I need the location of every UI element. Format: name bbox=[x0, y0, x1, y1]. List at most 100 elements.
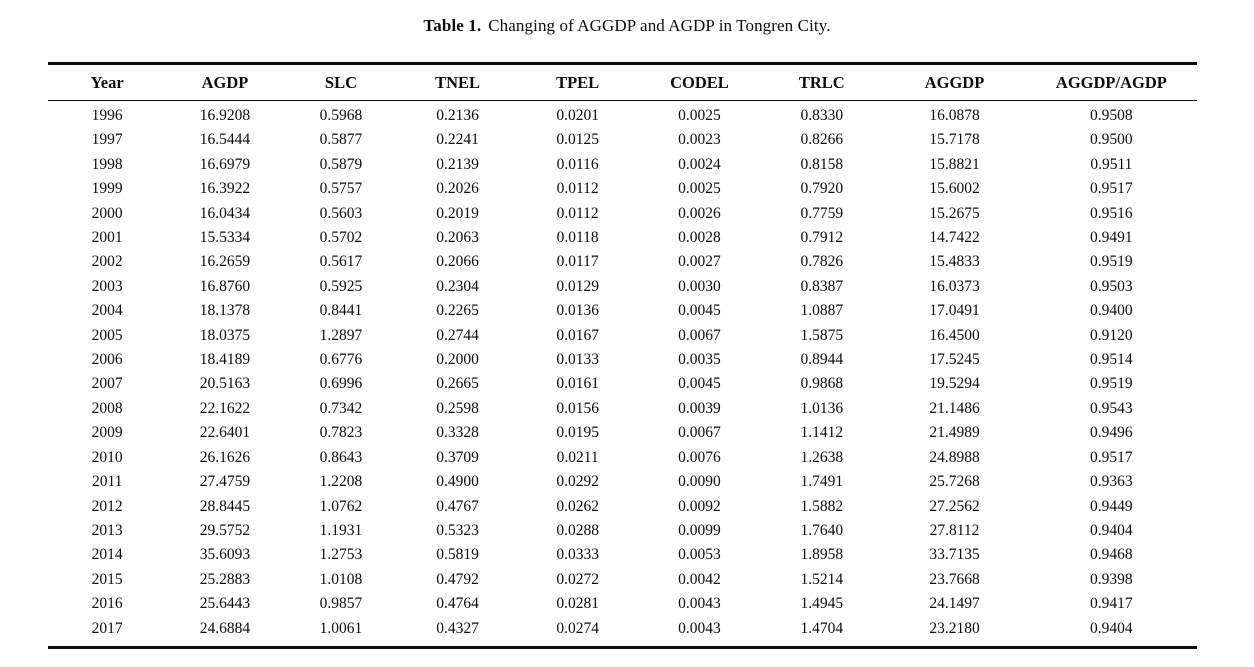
table-cell: 1999 bbox=[91, 180, 123, 198]
table-cell: 25.7268 bbox=[929, 473, 980, 491]
table-cell: 0.0112 bbox=[556, 180, 599, 198]
column-header-aggdp: AGGDP bbox=[883, 63, 1026, 101]
table-cell: 1.2208 bbox=[319, 473, 363, 491]
table-cell: 1.4945 bbox=[800, 595, 844, 613]
table-cell: 0.2665 bbox=[436, 375, 479, 393]
table-cell: 0.0024 bbox=[678, 155, 721, 173]
table-cell: 0.2598 bbox=[436, 399, 479, 417]
table-cell: 1.5214 bbox=[800, 570, 844, 588]
table-cell: 0.5819 bbox=[436, 546, 479, 564]
table-row: 2004 18.1378 0.8441 0.2265 0.0136 0.0045 1.088… bbox=[48, 299, 1197, 323]
table-cell: 0.0272 bbox=[556, 570, 599, 588]
table-cell: 1.0887 bbox=[800, 302, 844, 320]
table-cell: 26.1626 bbox=[199, 448, 251, 466]
table-cell: 0.0028 bbox=[678, 229, 721, 247]
table-row: 1996 16.9208 0.5968 0.2136 0.0201 0.0025 0.833… bbox=[48, 101, 1197, 129]
table-cell: 27.2562 bbox=[929, 497, 980, 515]
table-cell: 0.7823 bbox=[319, 424, 363, 442]
table-cell: 0.7759 bbox=[800, 204, 844, 222]
table-cell: 0.2744 bbox=[436, 326, 479, 344]
table-body: 1996 16.9208 0.5968 0.2136 0.0201 0.0025 0.833… bbox=[48, 101, 1197, 648]
table-cell: 0.0025 bbox=[678, 107, 721, 124]
table-cell: 0.5757 bbox=[319, 180, 363, 198]
table-cell: 0.0026 bbox=[678, 204, 721, 222]
table-cell: 0.9868 bbox=[800, 375, 844, 393]
table-header: Year AGDP SLC TNEL TPEL CODEL TRLC AGGDP AGGDP/A… bbox=[48, 63, 1197, 101]
table-cell: 0.0262 bbox=[556, 497, 599, 515]
table-cell: 1.0108 bbox=[319, 570, 363, 588]
table-cell: 2007 bbox=[91, 375, 123, 393]
table-cell: 0.5323 bbox=[436, 521, 479, 539]
table-cell: 15.8821 bbox=[929, 155, 980, 173]
table-cell: 1.2897 bbox=[319, 326, 363, 344]
table-cell: 0.2241 bbox=[436, 131, 479, 149]
table-cell: 0.0035 bbox=[678, 351, 721, 369]
table-cell: 0.2066 bbox=[436, 253, 479, 271]
table-cell: 0.5968 bbox=[319, 107, 363, 124]
table-cell: 2016 bbox=[91, 595, 123, 613]
table-cell: 0.0281 bbox=[556, 595, 599, 613]
table-row: 1997 16.5444 0.5877 0.2241 0.0125 0.0023 0.826… bbox=[48, 128, 1197, 152]
table-cell: 0.5925 bbox=[319, 277, 363, 295]
table-cell: 0.4764 bbox=[436, 595, 479, 613]
table-cell: 0.9857 bbox=[319, 595, 363, 613]
table-cell: 0.0039 bbox=[678, 399, 721, 417]
table-cell: 2004 bbox=[91, 302, 123, 320]
table-cell: 1.1931 bbox=[319, 521, 363, 539]
table-cell: 0.9516 bbox=[1090, 204, 1133, 222]
table-cell: 0.0023 bbox=[678, 131, 721, 149]
table-cell: 0.0030 bbox=[678, 277, 721, 295]
table-cell: 1.2638 bbox=[800, 448, 844, 466]
table-cell: 1996 bbox=[91, 107, 123, 124]
table-cell: 16.0878 bbox=[929, 107, 980, 124]
table-cell: 0.0118 bbox=[556, 229, 599, 247]
table-cell: 0.8944 bbox=[800, 351, 844, 369]
table-cell: 0.0136 bbox=[556, 302, 599, 320]
table-row: 1998 16.6979 0.5879 0.2139 0.0116 0.0024 0.815… bbox=[48, 153, 1197, 177]
table-cell: 16.4500 bbox=[929, 326, 980, 344]
table-cell: 1.7640 bbox=[800, 521, 844, 539]
table-cell: 0.0274 bbox=[556, 619, 599, 637]
table-cell: 0.2304 bbox=[436, 277, 479, 295]
table-cell: 2000 bbox=[91, 204, 123, 222]
table-cell: 0.0099 bbox=[678, 521, 721, 539]
table-cell: 0.9496 bbox=[1090, 424, 1133, 442]
table-cell: 0.5603 bbox=[319, 204, 363, 222]
table-cell: 19.5294 bbox=[929, 375, 980, 393]
table-cell: 0.7912 bbox=[800, 229, 844, 247]
table-cell: 15.6002 bbox=[929, 180, 980, 198]
table-cell: 1997 bbox=[91, 131, 123, 149]
table-cell: 22.6401 bbox=[199, 424, 251, 442]
table-row: 2000 16.0434 0.5603 0.2019 0.0112 0.0026 0.775… bbox=[48, 202, 1197, 226]
table-row: 2016 25.6443 0.9857 0.4764 0.0281 0.0043 1.494… bbox=[48, 592, 1197, 616]
table-cell: 29.5752 bbox=[199, 521, 251, 539]
column-header-tnel: TNEL bbox=[398, 63, 517, 101]
table-row: 1999 16.3922 0.5757 0.2026 0.0112 0.0025 0.792… bbox=[48, 177, 1197, 201]
table-cell: 18.1378 bbox=[199, 302, 251, 320]
table-cell: 22.1622 bbox=[199, 399, 251, 417]
table-cell: 0.9519 bbox=[1090, 253, 1133, 271]
table-cell: 21.4989 bbox=[929, 424, 980, 442]
table-cell: 0.0156 bbox=[556, 399, 599, 417]
table-cell: 0.9511 bbox=[1090, 155, 1133, 173]
table-cell: 18.4189 bbox=[199, 351, 251, 369]
table-cell: 0.0042 bbox=[678, 570, 721, 588]
table-cell: 24.8988 bbox=[929, 448, 980, 466]
table-cell: 0.0288 bbox=[556, 521, 599, 539]
table-cell: 0.0025 bbox=[678, 180, 721, 198]
table-cell: 0.2136 bbox=[436, 107, 479, 124]
column-header-trlc: TRLC bbox=[760, 63, 884, 101]
column-header-agdp: AGDP bbox=[166, 63, 284, 101]
table-row: 2003 16.8760 0.5925 0.2304 0.0129 0.0030 0.838… bbox=[48, 275, 1197, 299]
table-cell: 0.0067 bbox=[678, 424, 721, 442]
table-cell: 0.5877 bbox=[319, 131, 363, 149]
table-caption: Table 1. Changing of AGGDP and AGDP in To… bbox=[0, 16, 1254, 36]
table-cell: 0.2265 bbox=[436, 302, 479, 320]
table-cell: 0.9500 bbox=[1090, 131, 1133, 149]
table-cell: 18.0375 bbox=[199, 326, 251, 344]
table-cell: 0.9120 bbox=[1090, 326, 1133, 344]
table-cell: 0.8387 bbox=[800, 277, 844, 295]
table-row: 2011 27.4759 1.2208 0.4900 0.0292 0.0090 1.749… bbox=[48, 470, 1197, 494]
table-cell: 0.9514 bbox=[1090, 351, 1133, 369]
table-cell: 0.8643 bbox=[319, 448, 363, 466]
